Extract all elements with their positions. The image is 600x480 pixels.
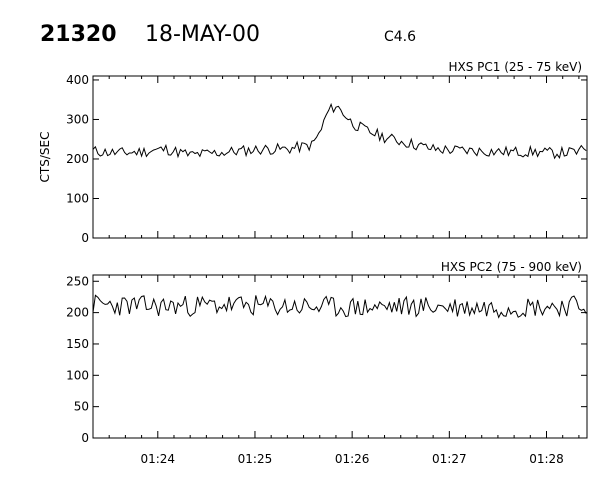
y-tick-label: 0 xyxy=(81,431,89,445)
y-tick-label: 100 xyxy=(66,368,89,382)
observation-date: 18-MAY-00 xyxy=(145,22,260,47)
panel-pc1: HXS PC1 (25 - 75 keV) CTS/SEC 0 100 200 300… xyxy=(38,60,588,245)
series-pc1 xyxy=(92,102,587,160)
series-pc2 xyxy=(92,294,587,319)
y-ticks-pc1: 0 100 200 300 400 xyxy=(66,73,587,245)
panel-title-pc1: HXS PC1 (25 - 75 keV) xyxy=(448,60,582,74)
plot-frame-pc1 xyxy=(92,75,588,239)
x-tick-label: 01:28 xyxy=(529,452,564,466)
flare-class: C4.6 xyxy=(384,29,416,45)
series-line xyxy=(92,294,587,319)
y-axis-label: CTS/SEC xyxy=(38,132,52,183)
x-tick-label: 01:25 xyxy=(238,452,273,466)
y-tick-label: 400 xyxy=(66,73,89,87)
series-line xyxy=(92,102,587,160)
x-ticks-pc2: 01:24 01:25 01:26 01:27 01:28 xyxy=(92,275,580,466)
y-tick-label: 50 xyxy=(74,400,89,414)
y-tick-label: 250 xyxy=(66,274,89,288)
panel-pc2: HXS PC2 (75 - 900 keV) 0 50 100 150 200 250 0… xyxy=(66,260,588,466)
plot-frame-pc2 xyxy=(92,274,588,439)
y-tick-label: 300 xyxy=(66,112,89,126)
x-ticks-pc1 xyxy=(92,76,580,238)
y-tick-label: 0 xyxy=(81,231,89,245)
y-tick-label: 200 xyxy=(66,306,89,320)
x-tick-label: 01:27 xyxy=(432,452,467,466)
y-ticks-pc2: 0 50 100 150 200 250 xyxy=(66,274,587,445)
y-tick-label: 150 xyxy=(66,337,89,351)
x-tick-label: 01:26 xyxy=(335,452,370,466)
x-tick-label: 01:24 xyxy=(140,452,175,466)
y-tick-label: 200 xyxy=(66,152,89,166)
y-tick-label: 100 xyxy=(66,191,89,205)
event-id: 21320 xyxy=(40,22,117,47)
panel-title-pc2: HXS PC2 (75 - 900 keV) xyxy=(441,260,582,274)
